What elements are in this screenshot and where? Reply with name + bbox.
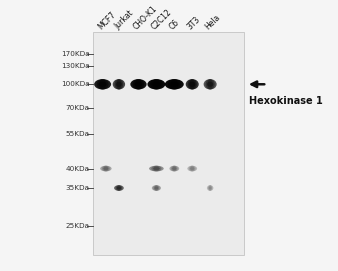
Ellipse shape xyxy=(169,166,179,172)
Ellipse shape xyxy=(117,185,121,191)
Ellipse shape xyxy=(152,185,161,191)
Ellipse shape xyxy=(208,185,212,191)
Text: MCF7: MCF7 xyxy=(96,10,118,31)
Ellipse shape xyxy=(153,167,160,170)
Ellipse shape xyxy=(154,187,159,189)
Ellipse shape xyxy=(189,166,196,172)
Ellipse shape xyxy=(209,185,212,191)
Ellipse shape xyxy=(135,82,143,87)
Ellipse shape xyxy=(115,79,123,89)
Ellipse shape xyxy=(187,166,197,172)
Ellipse shape xyxy=(116,185,122,191)
Ellipse shape xyxy=(133,79,144,89)
Ellipse shape xyxy=(113,79,125,89)
Ellipse shape xyxy=(206,79,215,89)
Ellipse shape xyxy=(97,79,108,89)
Ellipse shape xyxy=(190,167,195,170)
Ellipse shape xyxy=(171,166,178,172)
Text: 170KDa: 170KDa xyxy=(61,51,90,57)
Text: 40KDa: 40KDa xyxy=(66,166,90,172)
Ellipse shape xyxy=(165,79,184,89)
Ellipse shape xyxy=(135,79,142,89)
Ellipse shape xyxy=(130,79,147,89)
Ellipse shape xyxy=(153,185,160,191)
Text: 55KDa: 55KDa xyxy=(66,131,90,137)
Ellipse shape xyxy=(151,166,162,172)
Ellipse shape xyxy=(149,166,164,172)
Text: 3T3: 3T3 xyxy=(186,15,202,31)
Ellipse shape xyxy=(190,166,194,172)
Ellipse shape xyxy=(172,166,176,172)
Ellipse shape xyxy=(114,185,124,191)
Ellipse shape xyxy=(186,79,199,89)
Ellipse shape xyxy=(98,82,107,87)
Ellipse shape xyxy=(207,82,213,87)
Ellipse shape xyxy=(99,79,106,89)
Ellipse shape xyxy=(207,185,213,191)
Ellipse shape xyxy=(94,79,111,89)
Ellipse shape xyxy=(102,166,110,172)
Ellipse shape xyxy=(208,79,213,89)
Ellipse shape xyxy=(154,185,158,191)
Ellipse shape xyxy=(116,82,122,87)
Ellipse shape xyxy=(104,166,108,172)
Text: CHO-K1: CHO-K1 xyxy=(132,4,160,31)
Text: Hela: Hela xyxy=(204,12,222,31)
Text: 130KDa: 130KDa xyxy=(61,63,90,69)
Text: 100KDa: 100KDa xyxy=(61,81,90,87)
Text: 35KDa: 35KDa xyxy=(66,185,90,191)
Text: Jurkat: Jurkat xyxy=(113,9,135,31)
Text: 25KDa: 25KDa xyxy=(66,222,90,229)
Ellipse shape xyxy=(147,79,165,89)
Text: C2C12: C2C12 xyxy=(150,7,174,31)
Text: Hexokinase 1: Hexokinase 1 xyxy=(249,96,323,106)
Ellipse shape xyxy=(209,187,212,189)
Ellipse shape xyxy=(117,79,121,89)
Ellipse shape xyxy=(171,79,178,89)
Ellipse shape xyxy=(190,79,195,89)
Text: C6: C6 xyxy=(168,18,182,31)
Ellipse shape xyxy=(172,167,177,170)
Ellipse shape xyxy=(100,166,112,172)
Ellipse shape xyxy=(168,79,181,89)
Ellipse shape xyxy=(117,187,121,189)
Ellipse shape xyxy=(153,79,160,89)
Ellipse shape xyxy=(153,166,159,172)
Ellipse shape xyxy=(188,79,197,89)
Text: 70KDa: 70KDa xyxy=(66,105,90,111)
Ellipse shape xyxy=(103,167,109,170)
Ellipse shape xyxy=(150,79,163,89)
Ellipse shape xyxy=(203,79,217,89)
Ellipse shape xyxy=(170,82,179,87)
Ellipse shape xyxy=(152,82,161,87)
Ellipse shape xyxy=(189,82,195,87)
Bar xyxy=(93,33,244,256)
